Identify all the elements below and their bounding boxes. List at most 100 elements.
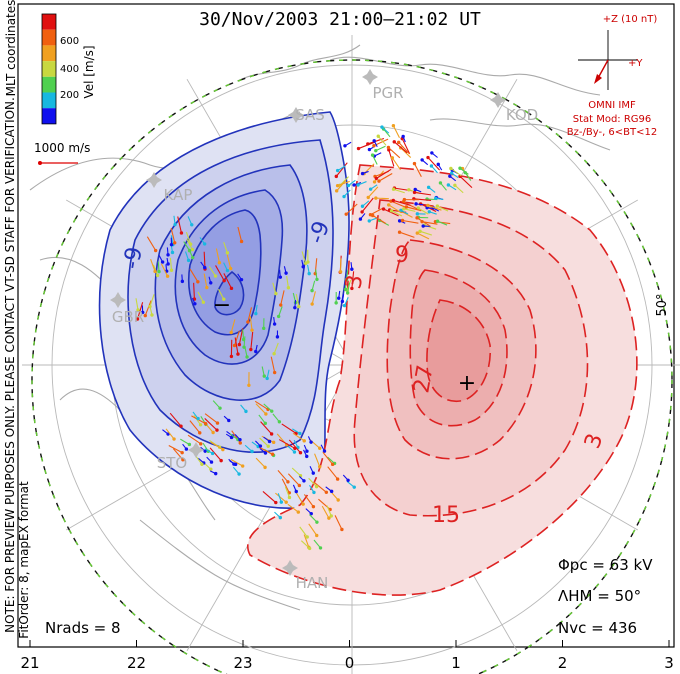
velocity-vector-origin <box>429 164 434 168</box>
contour-label-pos-4: 15 <box>432 503 460 528</box>
velocity-vector-origin <box>330 462 335 467</box>
velocity-vector-origin <box>173 222 177 227</box>
velocity-vector <box>255 403 267 415</box>
color-scale-segment <box>42 108 56 124</box>
velocity-vector-origin <box>267 439 272 444</box>
velocity-vector-origin <box>188 242 193 246</box>
velocity-vector <box>275 492 287 503</box>
velocity-vector-origin <box>180 450 184 455</box>
velocity-vector <box>417 232 430 240</box>
radar-stations: PGR KOD KAP SAS GBR STO HAN <box>110 69 538 592</box>
velocity-vector-origin <box>143 313 147 318</box>
velocity-vector-origin <box>372 144 376 148</box>
velocity-vector-origin <box>219 458 223 463</box>
velocity-vector-origin <box>272 322 277 326</box>
velocity-vector <box>254 400 269 410</box>
velocity-vector <box>391 210 403 217</box>
velocity-vector-origin <box>236 352 240 356</box>
velocity-vector-origin <box>209 281 213 285</box>
velocity-vector-origin <box>436 162 440 167</box>
velocity-vector-origin <box>310 288 314 293</box>
velocity-vector-origin <box>311 504 316 509</box>
station-marker-icon <box>490 92 506 108</box>
velocity-vector <box>388 204 402 214</box>
velocity-vector <box>255 457 266 468</box>
velocity-vector <box>419 230 432 236</box>
velocity-vector-origin <box>344 278 349 282</box>
velocity-vector <box>284 486 290 498</box>
velocity-vector <box>450 168 462 177</box>
velocity-vector <box>137 302 144 320</box>
velocity-vector-origin <box>389 209 394 213</box>
contour-label-pos-2: 9 <box>395 243 409 268</box>
velocity-vector <box>169 412 182 427</box>
velocity-vector-origin <box>202 242 207 246</box>
velocity-vector-origin <box>272 352 276 356</box>
velocity-vector <box>250 331 254 350</box>
velocity-vector-origin <box>203 449 207 453</box>
velocity-vector-origin <box>298 451 303 455</box>
velocity-vector-origin <box>198 431 202 435</box>
velocity-vector <box>208 266 216 277</box>
velocity-vector-origin <box>218 406 222 410</box>
velocity-vector-origin <box>337 296 341 300</box>
velocity-vector <box>287 503 299 513</box>
coordinates-label: MLT coordinates <box>4 0 18 96</box>
velocity-vector <box>459 167 469 175</box>
velocity-vector <box>393 199 411 206</box>
velocity-vector-origin <box>286 480 290 484</box>
velocity-vector-origin <box>237 472 241 476</box>
velocity-vector-origin <box>169 242 174 247</box>
velocity-vector-origin <box>196 416 200 421</box>
velocity-vector-origin <box>438 181 443 185</box>
velocity-vector-origin <box>396 140 401 145</box>
velocity-vector-origin <box>173 241 177 245</box>
velocity-vector-origin <box>381 207 386 211</box>
velocity-vector-origin <box>304 261 308 266</box>
velocity-vector-origin <box>374 176 379 181</box>
stat-phi-pc: Φpc = 63 kV <box>558 556 653 574</box>
velocity-vector <box>172 448 184 461</box>
velocity-vector-origin <box>264 412 268 416</box>
velocity-vector <box>272 282 277 294</box>
velocity-vector-origin <box>237 342 242 347</box>
velocity-vector-origin <box>266 444 270 448</box>
velocity-vector-origin <box>430 151 434 155</box>
imf-axis-label: +Z (10 nT) <box>603 14 658 25</box>
mlt-tick-label: 23 <box>233 654 252 672</box>
velocity-vector-origin <box>198 423 203 427</box>
velocity-vector <box>459 175 473 189</box>
velocity-vector <box>347 282 351 294</box>
velocity-vector <box>204 418 218 431</box>
velocity-vector-origin <box>250 449 254 454</box>
velocity-vector-origin <box>153 269 157 274</box>
velocity-vector-origin <box>458 166 462 170</box>
velocity-vector <box>281 478 290 494</box>
velocity-vector-origin <box>338 270 343 274</box>
station-label: KAP <box>164 186 193 204</box>
contour-label-pos-3: 27 <box>409 363 438 395</box>
station-marker-icon <box>188 442 204 458</box>
velocity-vector <box>183 241 191 252</box>
velocity-vector-origin <box>301 265 305 269</box>
velocity-vector-origin <box>193 302 197 306</box>
velocity-vector-origin <box>387 203 391 207</box>
velocity-vector-origin <box>446 183 451 187</box>
velocity-vector-origin <box>329 489 334 494</box>
velocity-vector <box>372 214 387 224</box>
velocity-vector-origin <box>370 153 375 157</box>
velocity-vector-origin <box>240 464 245 468</box>
station-marker-icon <box>146 172 162 188</box>
velocity-vector-origin <box>148 304 152 309</box>
velocity-vector <box>401 138 411 155</box>
velocity-vector <box>358 141 375 150</box>
velocity-vector <box>437 220 448 226</box>
velocity-vector-origin <box>305 535 309 539</box>
positive-cell <box>247 164 638 596</box>
fit-info: FitOrder: 8, mapEX format <box>17 481 31 639</box>
velocity-vector-origin <box>386 145 391 150</box>
velocity-vector-origin <box>318 464 322 469</box>
velocity-vector-origin <box>244 409 248 414</box>
velocity-vector-origin <box>426 155 430 160</box>
velocity-vector <box>406 206 422 212</box>
